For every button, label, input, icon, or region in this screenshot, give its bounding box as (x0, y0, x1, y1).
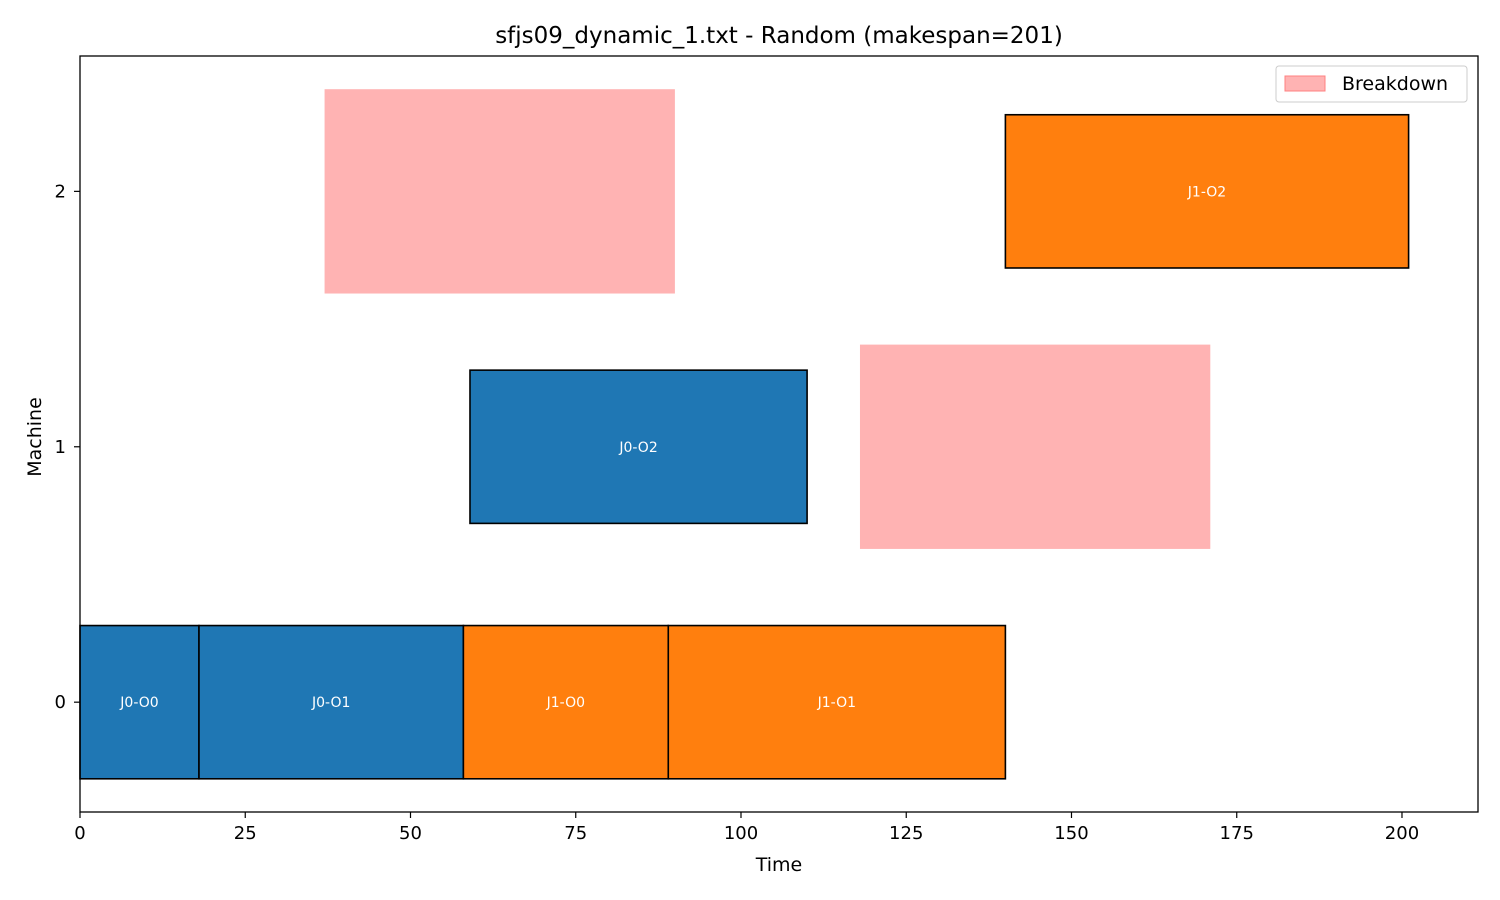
y-tick-label: 2 (55, 181, 66, 202)
breakdown-bar-m1 (859, 344, 1211, 549)
y-axis-ticks: 0 1 2 (55, 181, 80, 713)
operation-label-j1-o2: J1-O2 (1187, 184, 1226, 200)
operation-bar-j0-o1 (198, 624, 465, 780)
x-axis-ticks: 0 25 50 75 100 125 150 175 200 (74, 812, 1419, 844)
x-axis-label: Time (755, 854, 803, 876)
breakdown-layer (324, 89, 1211, 549)
legend-swatch-breakdown (1284, 75, 1326, 92)
operation-label-j0-o1: J0-O1 (311, 695, 350, 711)
x-tick-label: 25 (234, 823, 257, 844)
y-tick-label: 1 (55, 437, 66, 458)
y-axis-label: Machine (24, 397, 46, 477)
plot-frame (79, 55, 1479, 813)
operation-label-j1-o0: J1-O0 (546, 695, 585, 711)
legend-label-breakdown: Breakdown (1342, 73, 1448, 95)
operation-bar-j1-o1 (667, 624, 1007, 780)
x-tick-label: 0 (74, 823, 85, 844)
x-tick-label: 75 (564, 823, 587, 844)
x-tick-label: 125 (889, 823, 923, 844)
x-tick-label: 100 (724, 823, 758, 844)
operation-bar-j1-o2 (1004, 113, 1410, 269)
x-tick-label: 50 (399, 823, 422, 844)
operation-bar-j0-o0 (79, 624, 200, 780)
operation-label-j0-o0: J0-O0 (119, 695, 158, 711)
x-tick-label: 150 (1054, 823, 1088, 844)
operation-bars: J0-O0 J0-O1 J1-O0 J1-O1 J0-O2 J1-O2 (79, 113, 1410, 780)
operation-label-j1-o1: J1-O1 (817, 695, 856, 711)
y-tick-label: 0 (55, 692, 66, 713)
x-tick-label: 175 (1220, 823, 1254, 844)
operation-label-j0-o2: J0-O2 (618, 440, 657, 456)
legend: Breakdown (1275, 65, 1468, 103)
x-tick-label: 200 (1385, 823, 1419, 844)
chart-title: sfjs09_dynamic_1.txt - Random (makespan=… (495, 23, 1063, 49)
operation-bar-j1-o0 (462, 624, 670, 780)
operation-bar-j0-o2 (469, 369, 808, 525)
breakdown-bar-m2 (324, 89, 675, 294)
legend-frame (1275, 65, 1468, 103)
